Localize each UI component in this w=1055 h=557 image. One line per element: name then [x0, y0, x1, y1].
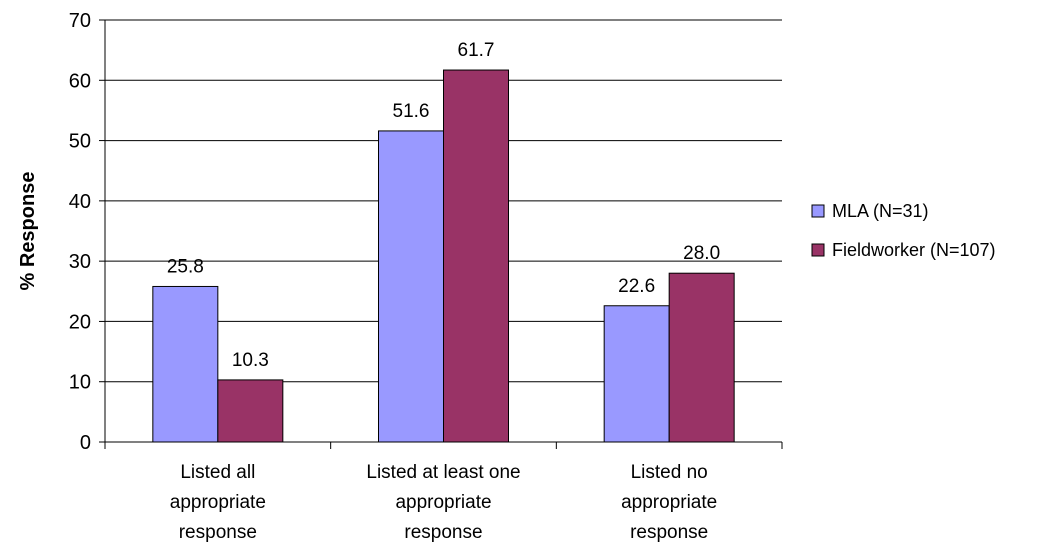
- y-tick-label: 50: [69, 131, 91, 153]
- y-tick-label: 40: [69, 191, 91, 213]
- bar: [443, 69, 509, 443]
- data-label: 28.0: [683, 243, 720, 264]
- y-tick-label: 60: [69, 70, 91, 92]
- legend-label: Fieldworker (N=107): [832, 240, 996, 260]
- data-label: 61.7: [458, 40, 495, 61]
- legend-label: MLA (N=31): [832, 201, 929, 221]
- y-tick-label: 30: [69, 251, 91, 273]
- data-label: 22.6: [618, 276, 655, 297]
- legend-swatch: [811, 204, 825, 218]
- y-tick-label: 10: [69, 372, 91, 394]
- legend-swatch: [811, 243, 825, 257]
- bar: [378, 130, 444, 443]
- data-label: 10.3: [232, 350, 269, 371]
- x-category-label: Listed all appropriate response: [170, 462, 266, 543]
- data-label: 51.6: [393, 101, 430, 122]
- y-tick-label: 70: [69, 10, 91, 32]
- bar: [217, 379, 284, 443]
- y-axis-title: % Response: [17, 172, 39, 291]
- data-label: 25.8: [167, 256, 204, 277]
- y-tick-label: 0: [80, 432, 91, 454]
- bar: [152, 285, 219, 443]
- bar: [603, 305, 670, 443]
- x-category-label: Listed at least one appropriate response: [366, 462, 520, 543]
- bar: [668, 272, 735, 443]
- x-category-label: Listed no appropriate response: [621, 462, 717, 543]
- y-tick-label: 20: [69, 311, 91, 333]
